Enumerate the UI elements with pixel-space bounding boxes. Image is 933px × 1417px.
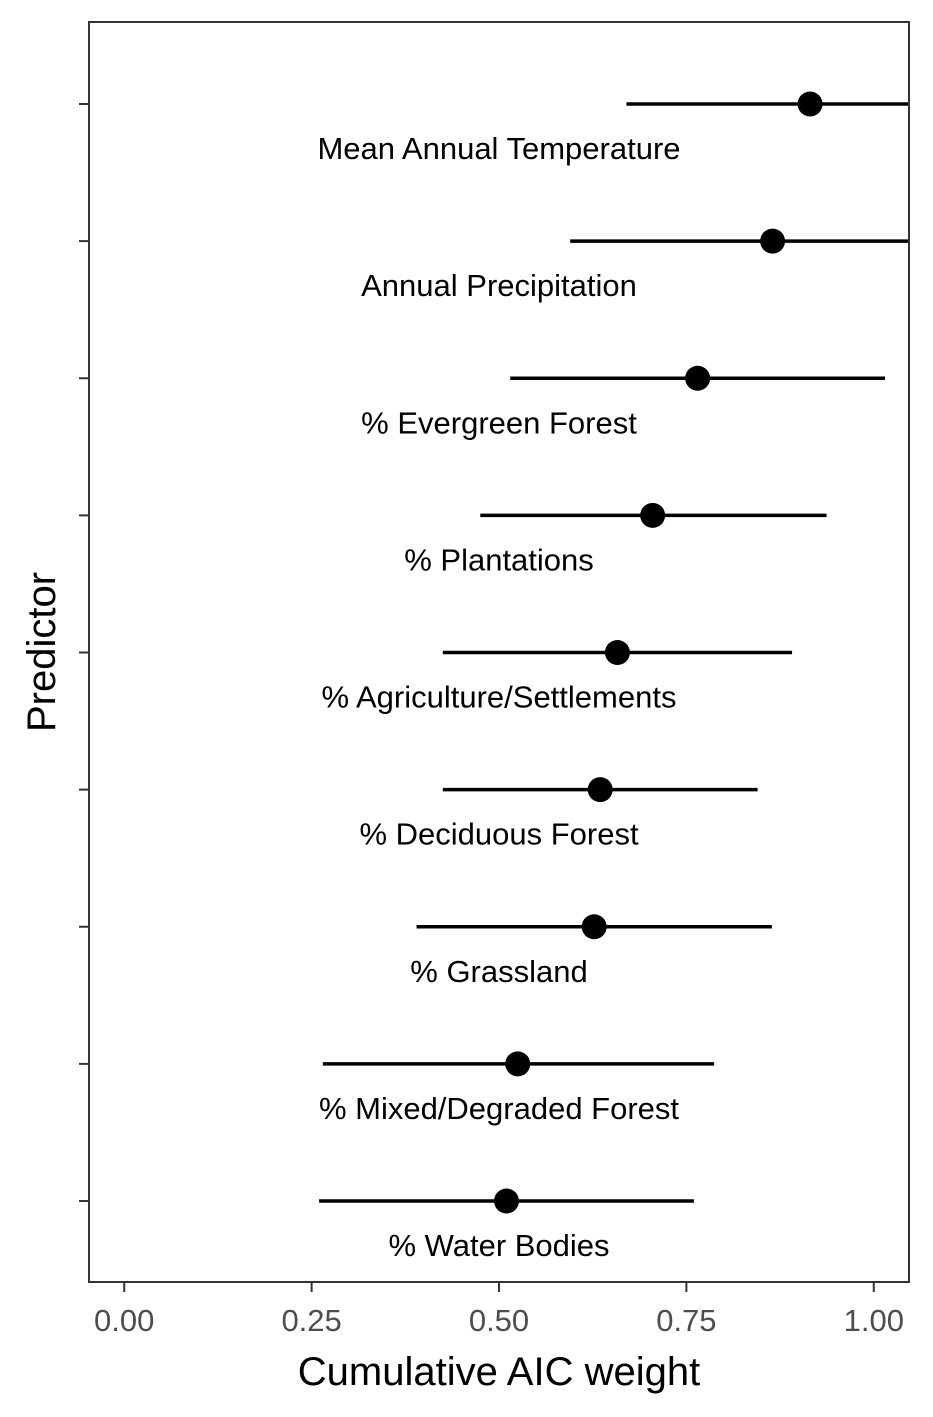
data-point (685, 365, 711, 391)
panel-border (88, 21, 910, 1283)
predictor-label: Annual Precipitation (361, 268, 637, 303)
x-axis-title: Cumulative AIC weight (298, 1350, 700, 1394)
predictor-label: % Grassland (410, 954, 587, 989)
predictor-label: % Evergreen Forest (361, 405, 637, 440)
point-layer (493, 91, 823, 1214)
data-point (493, 1188, 519, 1214)
predictor-label: % Agriculture/Settlements (322, 680, 677, 715)
ticks-layer: 0.00 0.25 0.50 0.75 1.00 (79, 103, 904, 1338)
x-tick-label: 0.25 (281, 1303, 341, 1338)
predictor-label: Mean Annual Temperature (317, 131, 680, 166)
predictor-label: % Mixed/Degraded Forest (319, 1091, 679, 1126)
data-point (640, 502, 666, 528)
predictor-label: % Plantations (404, 542, 594, 577)
data-point (587, 777, 613, 803)
data-point (581, 914, 607, 940)
x-tick-label: 1.00 (844, 1303, 904, 1338)
predictor-label-layer: Mean Annual Temperature Annual Precipitat… (317, 131, 680, 1263)
data-point (760, 228, 786, 254)
x-tick-label: 0.50 (469, 1303, 529, 1338)
x-tick-label: 0.75 (656, 1303, 716, 1338)
x-tick-label: 0.00 (94, 1303, 154, 1338)
predictor-label: % Water Bodies (388, 1228, 609, 1263)
data-point (604, 640, 630, 665)
y-axis-title: Predictor (20, 572, 64, 732)
data-point (505, 1051, 531, 1077)
data-point (797, 91, 823, 117)
predictor-label: % Deciduous Forest (359, 817, 639, 852)
